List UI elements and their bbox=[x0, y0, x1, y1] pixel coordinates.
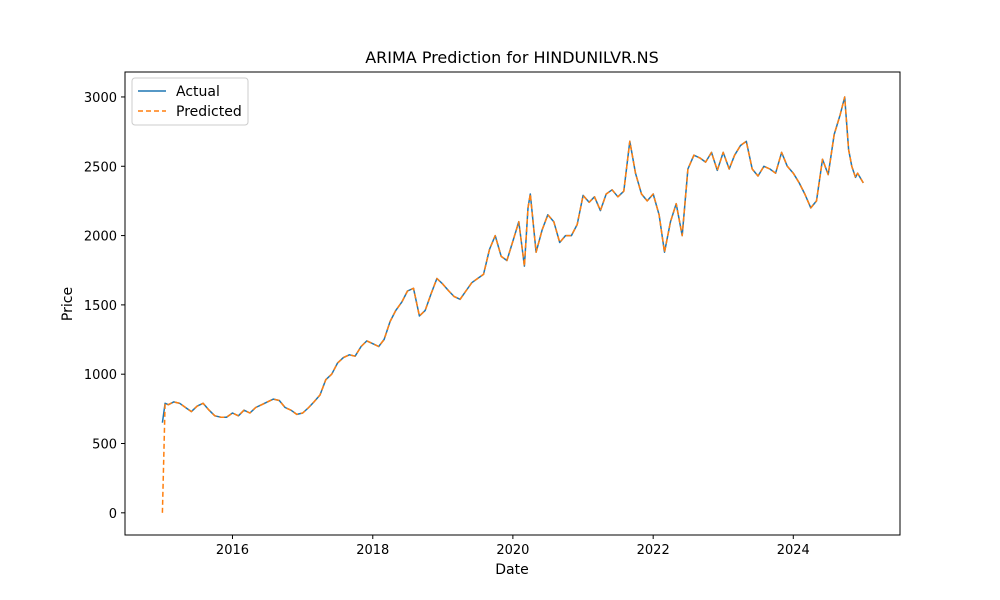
y-tick-label: 2000 bbox=[84, 230, 117, 245]
y-tick-label: 1500 bbox=[84, 299, 117, 314]
x-axis-label: Date bbox=[495, 562, 528, 578]
x-tick-label: 2016 bbox=[216, 543, 249, 558]
predicted-series-line bbox=[161, 96, 864, 513]
series-layer bbox=[161, 96, 864, 513]
y-tick-label: 1000 bbox=[84, 368, 117, 383]
y-tick-label: 0 bbox=[109, 507, 117, 522]
x-tick-label: 2020 bbox=[496, 543, 529, 558]
x-tick-label: 2018 bbox=[356, 543, 389, 558]
legend-label-actual: Actual bbox=[176, 84, 220, 100]
x-axis: 2016 2018 2020 2022 2024 bbox=[216, 535, 810, 558]
legend: Actual Predicted bbox=[131, 77, 249, 126]
y-tick-label: 500 bbox=[92, 438, 117, 453]
y-tick-label: 2500 bbox=[84, 160, 117, 175]
y-tick-label: 3000 bbox=[84, 91, 117, 106]
y-axis: 0 500 1000 1500 2000 2500 3000 bbox=[84, 91, 125, 522]
legend-label-predicted: Predicted bbox=[176, 104, 242, 120]
y-axis-label: Price bbox=[60, 287, 76, 321]
x-tick-label: 2024 bbox=[777, 543, 810, 558]
legend-box bbox=[131, 77, 249, 126]
x-tick-label: 2022 bbox=[637, 543, 670, 558]
chart-title: ARIMA Prediction for HINDUNILVR.NS bbox=[365, 48, 659, 67]
